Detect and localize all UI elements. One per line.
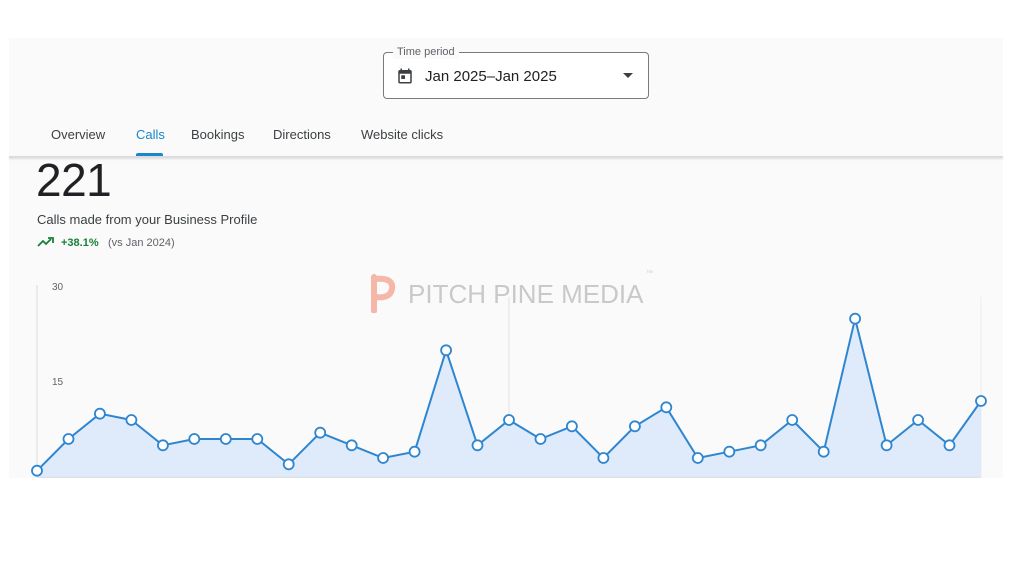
tab-directions[interactable]: Directions (273, 127, 331, 142)
metric-value: 221 (36, 154, 112, 206)
active-tab-indicator (136, 153, 163, 156)
trend-percent: +38.1% (61, 237, 99, 249)
tab-website-clicks[interactable]: Website clicks (361, 127, 444, 142)
watermark-text: PITCH PINE MEDIA (408, 279, 644, 309)
calendar-icon (398, 68, 412, 84)
performance-panel (9, 38, 1003, 478)
tab-overview[interactable]: Overview (51, 127, 106, 142)
metric-description: Calls made from your Business Profile (37, 212, 258, 227)
watermark-trademark: ™ (646, 270, 653, 277)
time-period-value: Jan 2025–Jan 2025 (425, 68, 557, 85)
tabs-divider (9, 156, 1003, 158)
pitch-pine-logo-icon (371, 274, 396, 313)
time-period-label: Time period (393, 45, 459, 59)
tab-bar: Overview Calls Bookings Directions Websi… (9, 117, 1003, 157)
tab-bookings[interactable]: Bookings (191, 127, 245, 142)
trend-comparison: (vs Jan 2024) (108, 237, 175, 249)
time-period-select[interactable]: Time period Jan 2025–Jan 2025 (383, 45, 649, 99)
tab-calls[interactable]: Calls (136, 127, 165, 142)
chevron-down-icon (623, 73, 633, 78)
watermark: PITCH PINE MEDIA ™ (370, 270, 670, 314)
trending-up-icon (37, 237, 54, 247)
